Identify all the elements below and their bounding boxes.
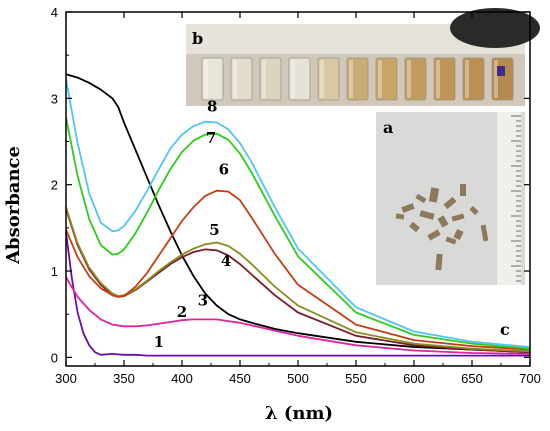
vial <box>201 57 224 101</box>
wood-chip <box>427 229 441 241</box>
vial <box>433 57 456 101</box>
y-tick-label: 4 <box>51 5 58 20</box>
vial-row <box>201 57 514 101</box>
x-tick-label: 650 <box>461 371 483 386</box>
y-tick-label: 2 <box>51 178 58 193</box>
vial <box>259 57 282 101</box>
vial <box>462 57 485 101</box>
vial-highlight <box>436 60 440 98</box>
wood-chip <box>445 236 457 245</box>
inset-a-label: a <box>383 118 393 137</box>
x-tick-label: 550 <box>345 371 367 386</box>
wood-chip <box>415 193 427 204</box>
y-tick-label: 3 <box>51 91 58 106</box>
curve-label-5: 5 <box>209 221 219 239</box>
ruler-ticks <box>511 115 521 282</box>
vial-highlight <box>233 60 237 98</box>
wood-chip <box>443 196 457 210</box>
vial-highlight <box>407 60 411 98</box>
curve-label-1: 1 <box>154 333 164 351</box>
x-tick-label: 350 <box>113 371 135 386</box>
vial-cap-mark <box>497 66 505 76</box>
vial-highlight <box>320 60 324 98</box>
curve-number-labels: 123 45 67 8 <box>154 97 232 351</box>
wood-chip <box>460 184 466 196</box>
series-line-2 <box>65 276 531 355</box>
series-line-6 <box>65 189 531 351</box>
vial-highlight <box>349 60 353 98</box>
wood-chip <box>453 228 464 241</box>
x-tick-label: 300 <box>55 371 77 386</box>
series-line-7 <box>65 117 531 350</box>
vial-highlight <box>494 60 498 98</box>
wood-chip <box>428 187 440 203</box>
wood-chip <box>435 253 443 271</box>
x-tick-label: 700 <box>519 371 541 386</box>
curve-label-6: 6 <box>219 160 229 178</box>
wood-chip <box>395 213 405 220</box>
inset-b-photo <box>186 8 540 106</box>
inset-b-lid <box>450 8 540 48</box>
x-tick-label: 400 <box>171 371 193 386</box>
wood-chip <box>437 215 449 228</box>
curve-label-3: 3 <box>198 292 208 310</box>
series-curves <box>65 73 531 357</box>
vial <box>230 57 253 101</box>
y-tick-label: 0 <box>51 350 58 365</box>
ruler <box>497 112 521 285</box>
wood-chip <box>451 213 465 222</box>
vial <box>288 57 311 101</box>
series-line-3 <box>65 73 531 354</box>
x-axis-title: λ (nm) <box>265 403 333 424</box>
curve-label-8: 8 <box>207 97 217 115</box>
y-axis-title: Absorbance <box>3 146 24 265</box>
wood-chip <box>401 203 415 213</box>
curve-label-7: 7 <box>206 129 216 147</box>
wood-chip <box>480 224 489 242</box>
curve-c-label: c <box>500 320 510 339</box>
x-tick-label: 600 <box>403 371 425 386</box>
x-tick-label: 450 <box>229 371 251 386</box>
vial-highlight <box>378 60 382 98</box>
wood-chip <box>469 205 479 216</box>
vial-highlight <box>291 60 295 98</box>
wood-chips <box>395 184 489 271</box>
inset-b-label: b <box>192 29 203 48</box>
wood-chip <box>409 221 420 233</box>
vial <box>375 57 398 101</box>
vial-highlight <box>204 60 208 98</box>
curve-label-2: 2 <box>177 303 187 321</box>
vial <box>346 57 369 101</box>
series-line-5 <box>65 206 531 353</box>
x-tick-label: 500 <box>287 371 309 386</box>
wood-chip <box>419 210 435 220</box>
curve-label-4: 4 <box>221 252 231 270</box>
vial <box>404 57 427 101</box>
inset-a-photo <box>376 112 525 285</box>
vial <box>317 57 340 101</box>
series-line-1 <box>65 232 530 357</box>
vial-highlight <box>262 60 266 98</box>
vial-highlight <box>465 60 469 98</box>
series-line-8 <box>65 79 531 348</box>
y-tick-label: 1 <box>51 264 58 279</box>
